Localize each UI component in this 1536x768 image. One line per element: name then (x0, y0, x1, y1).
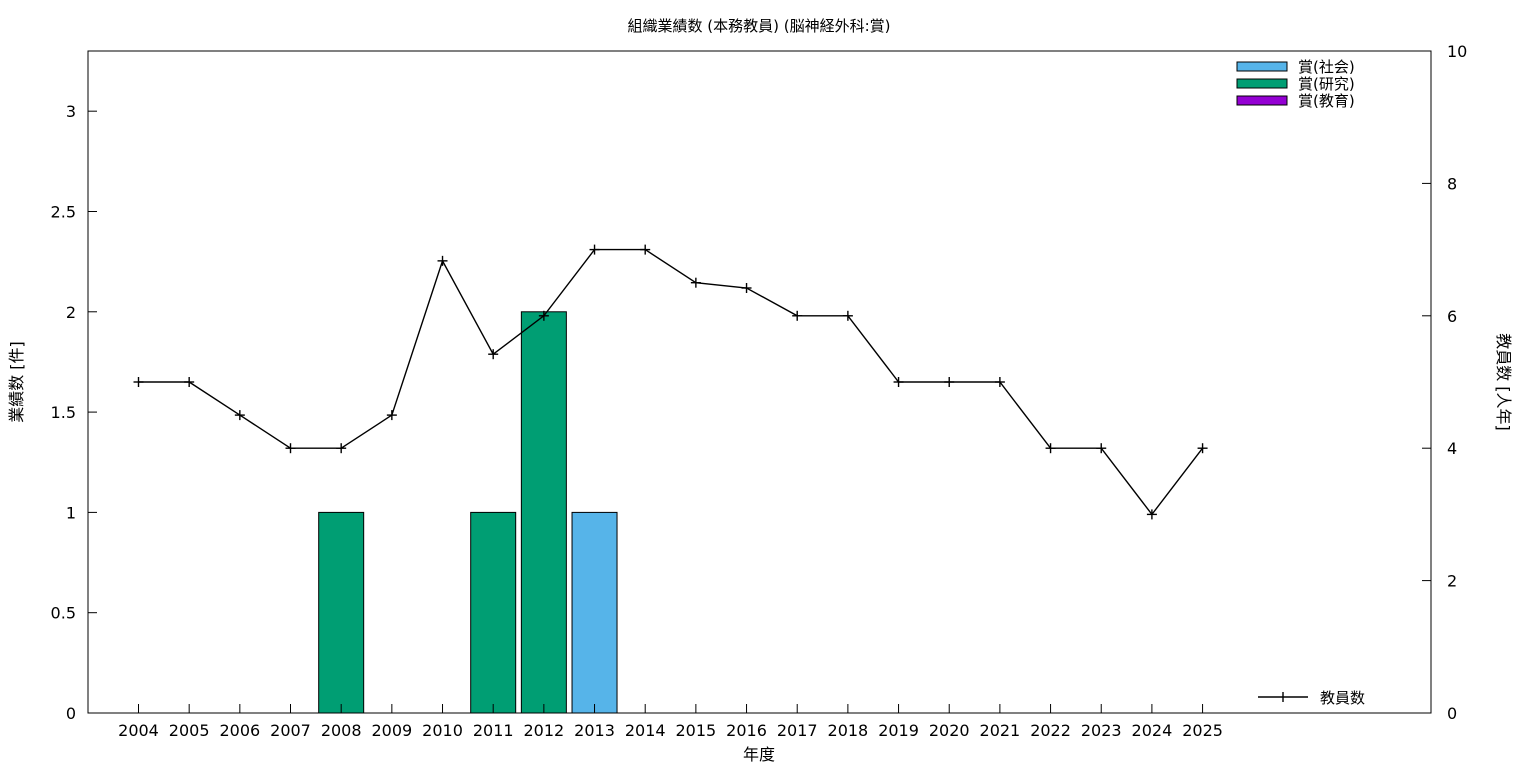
x-tick-label: 2007 (270, 721, 311, 740)
legend-label: 賞(研究) (1298, 75, 1355, 93)
bars-layer (318, 311, 618, 714)
x-tick-label: 2011 (473, 721, 514, 740)
bar (520, 311, 567, 714)
y-tick-label: 3 (66, 102, 76, 121)
y2-tick-label: 4 (1447, 439, 1457, 458)
x-tick-label: 2018 (828, 721, 869, 740)
x-tick-label: 2016 (726, 721, 767, 740)
line-point (589, 244, 600, 255)
x-tick-label: 2020 (929, 721, 970, 740)
x-tick-label: 2021 (980, 721, 1021, 740)
y-tick-label: 1 (66, 503, 76, 522)
line-point (1146, 509, 1157, 520)
x-tick-label: 2022 (1030, 721, 1071, 740)
line-point (1045, 443, 1056, 454)
line-point (538, 310, 549, 321)
y2-tick-label: 0 (1447, 704, 1457, 723)
y-axis-label: 業績数 [件] (7, 341, 26, 423)
axes-layer: 0 0.5 1 1.5 2 2.5 3 0 2 4 6 8 10 2004 2005 2006 2007 2008… (51, 42, 1468, 740)
x-tick-label: 2010 (422, 721, 463, 740)
x-tick-label: 2008 (321, 721, 362, 740)
x-tick-label: 2009 (371, 721, 412, 740)
y-tick-label: 0 (66, 704, 76, 723)
y-tick-label: 0.5 (51, 604, 76, 623)
line-point (133, 377, 144, 387)
legend-label: 賞(教育) (1298, 92, 1355, 110)
y-tick-label: 2.5 (51, 202, 76, 221)
line-point (1096, 443, 1107, 454)
x-tick-label: 2017 (777, 721, 818, 740)
x-tick-label: 2015 (676, 721, 717, 740)
y2-tick-label: 2 (1447, 572, 1457, 591)
x-axis-label: 年度 (743, 745, 775, 764)
legend-swatch (1236, 95, 1288, 106)
x-tick-label: 2006 (219, 721, 260, 740)
x-tick-label: 2025 (1182, 721, 1223, 740)
legend-layer: 賞(社会)賞(研究)賞(教育) 教員数 (1236, 58, 1365, 707)
x-tick-label: 2014 (625, 721, 666, 740)
x-tick-label: 2004 (118, 721, 159, 740)
line-point (842, 310, 853, 321)
legend-swatch (1236, 78, 1288, 89)
line-layer (133, 244, 1208, 520)
y2-tick-label: 8 (1447, 174, 1457, 193)
x-tick-label: 2012 (524, 721, 565, 740)
line-point (690, 277, 701, 288)
line-point (1197, 443, 1208, 454)
line-point (640, 244, 651, 255)
y2-axis-label: 教員数 [人年] (1494, 333, 1513, 431)
plot-frame (87, 50, 1432, 714)
line-point (336, 443, 347, 454)
legend-label: 賞(社会) (1298, 58, 1355, 76)
line-point (488, 349, 499, 360)
y2-tick-label: 10 (1447, 42, 1467, 61)
line-point (741, 282, 752, 293)
line-point (994, 377, 1005, 387)
line-point (792, 310, 803, 321)
legend-label: 教員数 (1320, 689, 1365, 707)
chart-title: 組織業績数 (本務教員) (脳神経外科:賞) (628, 17, 891, 35)
x-tick-label: 2013 (574, 721, 615, 740)
x-tick-label: 2019 (878, 721, 919, 740)
y-tick-label: 2 (66, 303, 76, 322)
x-tick-label: 2023 (1081, 721, 1122, 740)
line-point (437, 255, 448, 266)
line-series (138, 248, 1204, 516)
bar (470, 511, 517, 714)
line-point (386, 410, 397, 421)
x-tick-label: 2024 (1132, 721, 1173, 740)
line-point (893, 377, 904, 387)
bar (318, 511, 365, 714)
legend-swatch (1236, 61, 1288, 72)
line-point (285, 443, 296, 454)
line-point (944, 377, 955, 387)
bar (571, 511, 618, 714)
x-tick-label: 2005 (169, 721, 210, 740)
line-point (234, 410, 245, 421)
y-tick-label: 1.5 (51, 403, 76, 422)
y2-tick-label: 6 (1447, 307, 1457, 326)
line-point (184, 377, 195, 387)
